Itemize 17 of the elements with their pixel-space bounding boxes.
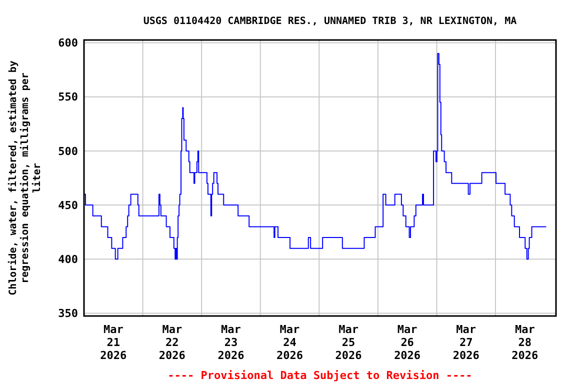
text: ---- Provisional Data Subject to Revision ---- (168, 369, 472, 382)
y-tick-label: 400 (58, 253, 78, 266)
y-tick-label: 600 (58, 36, 78, 50)
x-tick-label: Mar 23 2026 (218, 323, 245, 362)
x-tick-label: Mar 26 2026 (394, 323, 421, 362)
x-tick-label: Mar 25 2026 (335, 323, 362, 362)
chart-title: USGS 01104420 CAMBRIDGE RES., UNNAMED TRIB 3, NR LEXINGTON, MA (143, 16, 517, 27)
x-tick-label: Mar 24 2026 (276, 323, 304, 362)
y-tick-label: 350 (58, 307, 78, 320)
y-tick-label: 500 (58, 144, 78, 158)
y-axis-title: Chloride, water, filtered, estimated by regression equation, milligrams per liter (7, 60, 43, 296)
y-tick-label: 550 (58, 90, 78, 104)
x-tick-label: Mar 27 2026 (452, 323, 480, 362)
x-tick-label: Mar 21 2026 (100, 323, 128, 362)
x-tick-label: Mar 28 2026 (512, 323, 539, 362)
y-tick-label: 450 (58, 198, 78, 212)
x-tick-label: Mar 22 2026 (158, 323, 186, 362)
